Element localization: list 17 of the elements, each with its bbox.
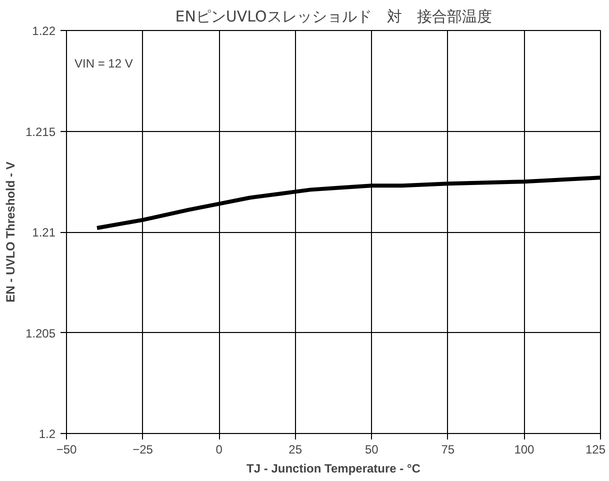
x-tick-label: 25 [288,442,302,456]
y-tick-label: 1.21 [32,226,56,240]
x-tick-label: 125 [585,442,606,456]
y-tick-label: 1.205 [25,326,56,340]
x-tick-label: 0 [216,442,223,456]
y-tick-label: 1.2 [38,427,56,441]
x-tick-label: 100 [514,442,535,456]
annotation: VIN = 12 V [74,56,133,70]
y-tick-label: 1.215 [25,124,56,139]
y-axis-title: EN - UVLO Threshold - V [3,162,18,302]
x-tick-label: −50 [56,442,78,456]
chart-title: ENピンUVLOスレッショルド 対 接合部温度 [175,8,492,26]
x-tick-label: 50 [364,442,379,456]
x-axis-title: TJ - Junction Temperature - °C [246,462,421,476]
y-tick-label: 1.22 [32,24,56,38]
x-tick-label: −25 [132,442,154,456]
x-tick-label: 75 [441,442,455,456]
